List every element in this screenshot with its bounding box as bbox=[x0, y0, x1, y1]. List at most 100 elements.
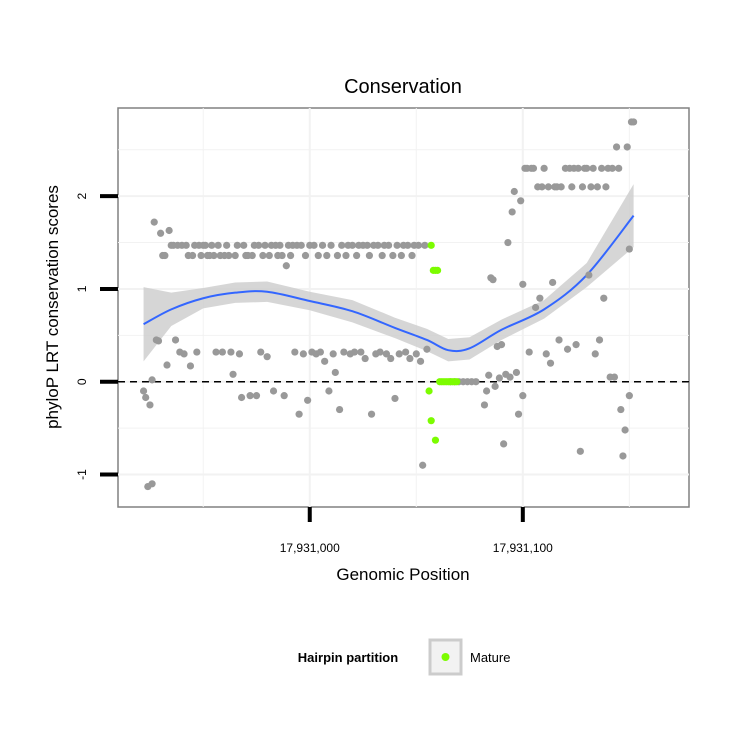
point bbox=[393, 241, 401, 249]
point bbox=[282, 262, 290, 270]
point bbox=[193, 348, 201, 356]
point bbox=[585, 271, 593, 279]
legend-key-mature bbox=[441, 653, 450, 661]
point bbox=[510, 187, 518, 196]
point bbox=[297, 241, 305, 249]
x-tick-label: 17,931,100 bbox=[493, 541, 553, 555]
point bbox=[321, 357, 329, 365]
x-tick-label: 17,931,000 bbox=[280, 541, 340, 555]
point bbox=[142, 393, 150, 402]
point bbox=[278, 251, 286, 260]
point bbox=[421, 241, 429, 249]
point bbox=[578, 183, 587, 191]
x-axis-label: Genomic Position bbox=[336, 565, 469, 584]
point bbox=[525, 348, 533, 356]
point bbox=[333, 251, 342, 260]
point bbox=[348, 241, 356, 249]
legend: Hairpin partition Mature bbox=[298, 638, 510, 676]
point bbox=[240, 241, 248, 249]
point bbox=[519, 392, 527, 400]
point bbox=[257, 348, 265, 356]
points-layer bbox=[139, 118, 638, 491]
point bbox=[595, 336, 604, 344]
point bbox=[621, 426, 629, 434]
point bbox=[265, 251, 273, 260]
point bbox=[555, 336, 563, 344]
point bbox=[350, 348, 359, 356]
point bbox=[593, 183, 601, 191]
point bbox=[280, 392, 288, 400]
point-mature bbox=[431, 436, 440, 444]
point bbox=[423, 345, 431, 353]
point bbox=[563, 345, 572, 353]
confidence-band bbox=[143, 184, 634, 362]
point bbox=[600, 294, 608, 302]
point bbox=[495, 374, 503, 382]
point bbox=[384, 241, 393, 249]
point-mature bbox=[433, 266, 442, 274]
point bbox=[165, 226, 173, 235]
point bbox=[517, 197, 525, 205]
point bbox=[171, 336, 180, 344]
y-tick-label: 1 bbox=[75, 285, 89, 292]
point bbox=[338, 241, 346, 249]
confidence-band-layer bbox=[143, 184, 634, 362]
point bbox=[316, 348, 325, 356]
point bbox=[269, 387, 278, 395]
point bbox=[540, 164, 548, 172]
point bbox=[491, 382, 499, 390]
point bbox=[619, 452, 627, 460]
point bbox=[291, 348, 299, 356]
point bbox=[512, 368, 521, 377]
point bbox=[325, 387, 333, 395]
point bbox=[227, 348, 235, 356]
point bbox=[255, 241, 263, 249]
point bbox=[367, 410, 376, 418]
point bbox=[610, 373, 619, 381]
point bbox=[612, 143, 621, 151]
point bbox=[163, 361, 171, 369]
point bbox=[395, 350, 403, 358]
point bbox=[608, 164, 616, 172]
point bbox=[591, 350, 599, 358]
point bbox=[374, 241, 382, 249]
point bbox=[223, 241, 231, 249]
point bbox=[218, 348, 226, 356]
point bbox=[231, 251, 239, 260]
point bbox=[259, 251, 267, 260]
point bbox=[197, 251, 205, 260]
point bbox=[625, 245, 633, 253]
point bbox=[572, 341, 580, 349]
y-axis: -1 0 1 2 bbox=[75, 192, 118, 480]
y-tick-label: 2 bbox=[75, 192, 89, 199]
point-mature bbox=[425, 387, 433, 395]
point bbox=[233, 241, 241, 249]
point bbox=[161, 251, 169, 260]
point bbox=[295, 410, 303, 418]
point bbox=[201, 241, 209, 249]
point bbox=[419, 461, 427, 469]
point bbox=[504, 238, 512, 247]
point bbox=[508, 208, 516, 216]
point bbox=[301, 251, 310, 260]
point bbox=[342, 251, 350, 260]
point bbox=[617, 405, 625, 414]
point bbox=[148, 376, 156, 384]
point bbox=[276, 241, 284, 249]
point bbox=[148, 480, 156, 488]
point bbox=[304, 396, 312, 404]
point bbox=[150, 218, 158, 226]
point bbox=[542, 350, 550, 358]
smooth-line bbox=[143, 215, 635, 353]
plot-panel bbox=[117, 107, 690, 508]
point bbox=[340, 348, 348, 356]
y-tick-label: -1 bbox=[75, 469, 89, 480]
point bbox=[180, 350, 188, 358]
point bbox=[589, 164, 597, 172]
point bbox=[414, 241, 423, 249]
x-axis: 17,931,000 17,931,100 bbox=[280, 507, 553, 555]
point bbox=[480, 401, 489, 409]
point bbox=[363, 241, 371, 249]
y-tick-label: 0 bbox=[75, 378, 89, 385]
